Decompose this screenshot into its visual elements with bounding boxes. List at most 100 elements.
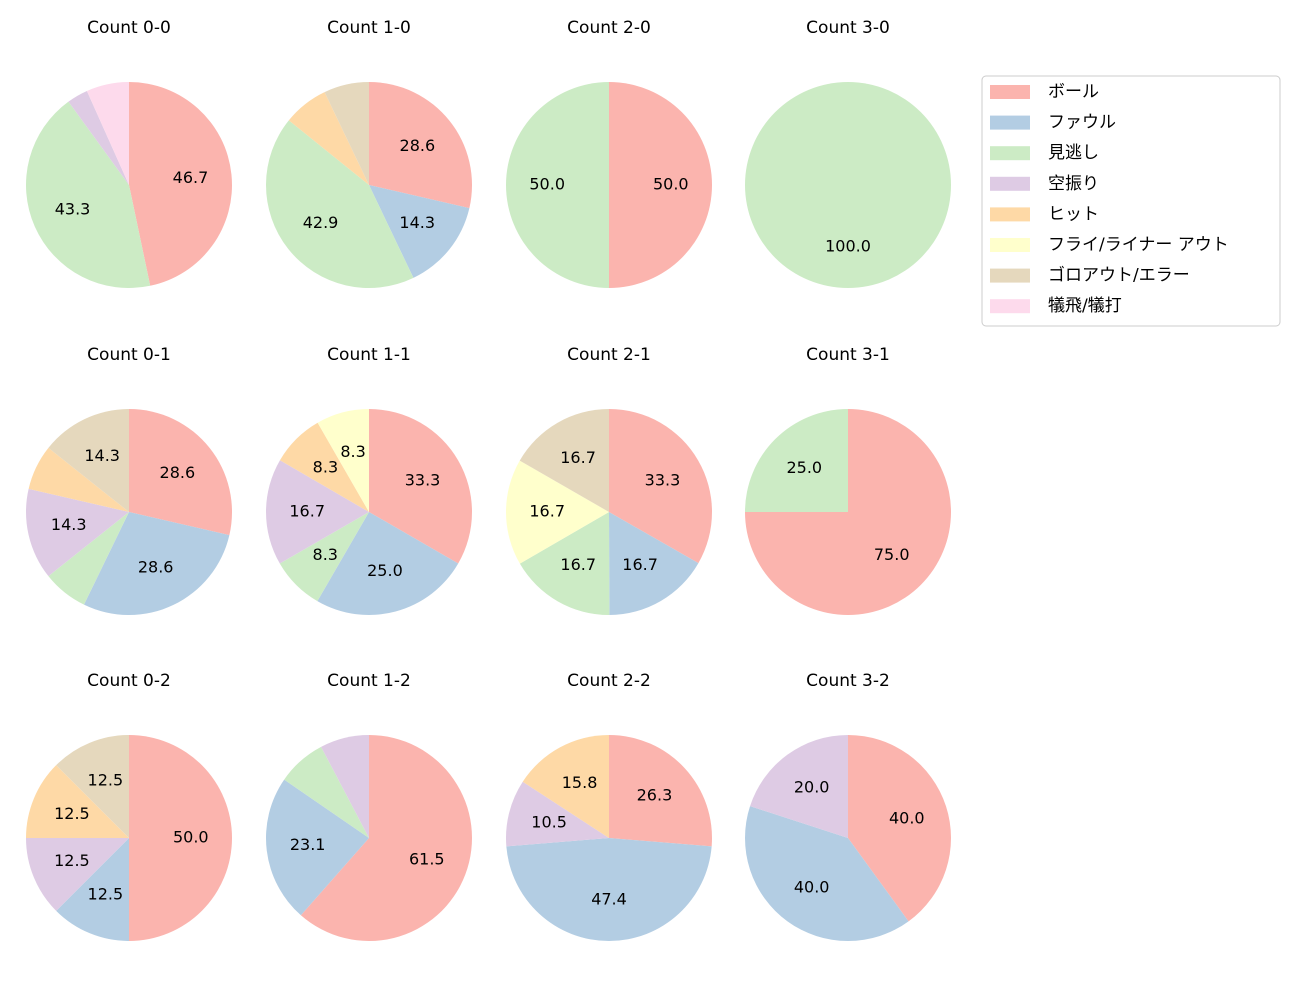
- value-label: 14.3: [399, 213, 435, 232]
- pie-slice: [68, 90, 129, 185]
- pie-slice: [750, 735, 848, 838]
- pie-slice: [288, 92, 369, 185]
- value-label: 10.5: [531, 812, 567, 831]
- pie-slice: [86, 82, 129, 185]
- pie-slice: [129, 409, 232, 536]
- pie-slice: [609, 409, 712, 564]
- chart-title: Count 3-0: [806, 18, 890, 38]
- value-label: 12.5: [88, 770, 124, 789]
- pie-slice: [745, 82, 951, 288]
- pie-slice: [506, 82, 609, 288]
- value-label: 43.3: [55, 200, 91, 219]
- value-label: 47.4: [591, 889, 627, 908]
- legend-label: ボール: [1048, 82, 1099, 102]
- pie-slice: [369, 82, 472, 209]
- legend-label: ゴロアウト/エラー: [1048, 265, 1190, 286]
- value-label: 16.7: [529, 502, 565, 521]
- pie-slice: [506, 781, 609, 847]
- value-label: 16.7: [622, 555, 658, 574]
- pie-slice: [745, 409, 848, 512]
- pie-slice: [848, 735, 951, 922]
- value-label: 33.3: [645, 470, 681, 489]
- chart-title: Count 0-1: [87, 345, 171, 365]
- value-label: 16.7: [560, 448, 596, 467]
- chart-title: Count 2-2: [567, 671, 651, 691]
- pie-slice: [266, 779, 369, 916]
- value-label: 40.0: [889, 808, 925, 827]
- chart-title: Count 2-0: [567, 18, 651, 38]
- pie-slice: [279, 512, 369, 602]
- pie-slice: [48, 512, 130, 605]
- value-label: 61.5: [409, 849, 445, 868]
- legend-swatch: [990, 146, 1030, 161]
- legend-swatch: [990, 268, 1030, 283]
- chart-title: Count 1-2: [327, 671, 411, 691]
- chart-title: Count 2-1: [567, 345, 651, 365]
- pie-slice: [369, 409, 472, 564]
- pie-slice: [519, 409, 609, 512]
- pie-slice: [284, 746, 369, 838]
- pie-slice: [56, 838, 130, 941]
- pie-slice: [745, 806, 909, 941]
- value-label: 33.3: [405, 471, 441, 490]
- pie-slice: [324, 82, 369, 185]
- value-label: 25.0: [786, 458, 822, 477]
- value-label: 40.0: [794, 877, 830, 896]
- value-label: 8.3: [313, 545, 338, 564]
- pie-slice: [321, 735, 369, 838]
- pie-slice: [56, 735, 130, 838]
- pie-slice: [26, 838, 129, 911]
- pie-slice: [506, 460, 609, 564]
- value-label: 12.5: [88, 885, 124, 904]
- chart-title: Count 0-0: [87, 18, 171, 38]
- legend-label: フライ/ライナー アウト: [1048, 235, 1229, 255]
- value-label: 8.3: [313, 458, 338, 477]
- value-label: 16.7: [560, 555, 596, 574]
- pie-slice: [129, 82, 232, 286]
- pie-slice: [369, 185, 470, 278]
- pie-slice: [519, 512, 610, 615]
- legend-swatch: [990, 85, 1030, 99]
- value-label: 28.6: [138, 557, 174, 576]
- pie-slice: [609, 82, 712, 288]
- legend-swatch: [990, 115, 1030, 130]
- value-label: 75.0: [874, 545, 910, 564]
- pie-slice: [129, 735, 232, 941]
- pie-slice: [279, 422, 369, 512]
- value-label: 50.0: [653, 175, 689, 194]
- pie-slice: [300, 735, 473, 941]
- legend-label: ヒット: [1048, 204, 1099, 224]
- value-label: 28.6: [160, 463, 196, 482]
- pie-slice: [522, 735, 609, 838]
- value-label: 50.0: [529, 175, 565, 194]
- legend-label: 空振り: [1048, 174, 1099, 194]
- value-label: 100.0: [825, 236, 871, 255]
- pie-slice: [25, 488, 129, 577]
- value-label: 42.9: [303, 213, 339, 232]
- value-label: 14.3: [84, 446, 120, 465]
- value-label: 46.7: [173, 168, 209, 187]
- pie-slice: [609, 735, 712, 847]
- legend-swatch: [990, 238, 1030, 252]
- value-label: 14.3: [51, 515, 87, 534]
- pie-slice: [48, 409, 130, 512]
- pie-slice: [83, 512, 230, 615]
- pie-slice: [26, 765, 129, 838]
- chart-title: Count 0-2: [87, 671, 171, 691]
- pie-slice: [265, 120, 414, 288]
- legend-label: 見逃し: [1048, 143, 1099, 163]
- value-label: 8.3: [340, 442, 365, 461]
- pie-slice: [317, 512, 459, 615]
- pie-slice: [28, 447, 129, 512]
- value-label: 15.8: [562, 773, 598, 792]
- value-label: 16.7: [289, 501, 325, 520]
- pie-slice: [609, 512, 699, 615]
- legend-swatch: [990, 299, 1030, 314]
- value-label: 26.3: [637, 786, 673, 805]
- legend-label: 犠飛/犠打: [1048, 296, 1122, 316]
- value-label: 25.0: [367, 561, 403, 580]
- pie-slice: [266, 460, 369, 564]
- chart-title: Count 3-1: [806, 345, 890, 365]
- legend-swatch: [990, 176, 1030, 191]
